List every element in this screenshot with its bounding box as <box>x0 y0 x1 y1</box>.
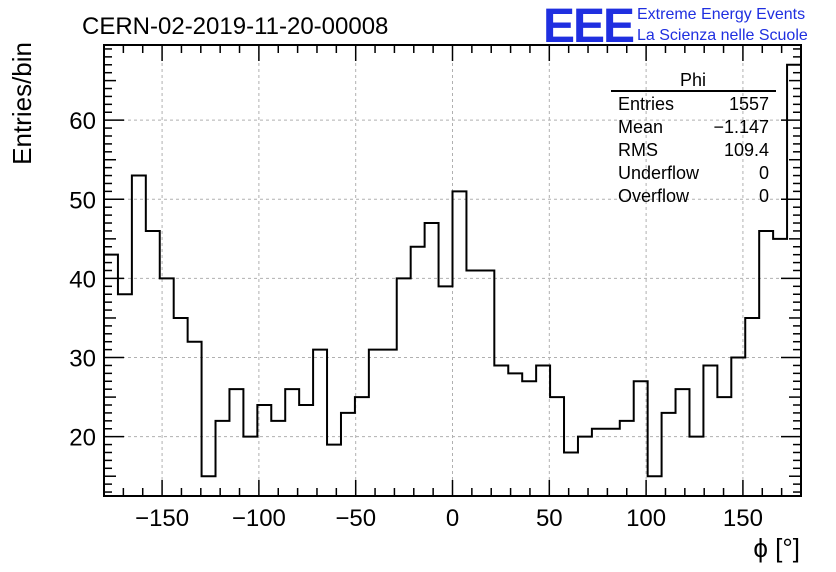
x-axis-label: ϕ [°] <box>753 533 800 563</box>
stats-row-value: 109.4 <box>724 140 769 160</box>
stats-row-value: 0 <box>759 163 769 183</box>
stats-row-label: Overflow <box>618 186 690 206</box>
x-tick-label: 150 <box>723 505 763 532</box>
histogram-line <box>103 63 802 496</box>
logo-line-2: La Scienza nelle Scuole <box>637 27 808 44</box>
axis-tick-labels: −150 −100 −50 0 50 100 150 20 30 40 50 60 <box>69 108 763 532</box>
x-tick-label: −50 <box>335 505 376 532</box>
y-tick-label: 40 <box>69 266 96 293</box>
stats-title: Phi <box>680 70 706 90</box>
logo-mark: EEE <box>543 0 634 53</box>
stats-row-label: RMS <box>618 140 658 160</box>
stats-rows: Entries 1557 Mean −1.147 RMS 109.4 Underflow 0 O… <box>618 94 769 206</box>
y-tick-label: 60 <box>69 108 96 135</box>
stats-row-value: −1.147 <box>713 117 769 137</box>
y-tick-label: 20 <box>69 425 96 452</box>
stats-row-value: 0 <box>759 186 769 206</box>
x-tick-label: −100 <box>232 505 286 532</box>
y-axis-label: Entries/bin <box>7 42 37 165</box>
x-tick-label: 100 <box>626 505 666 532</box>
stats-row-label: Underflow <box>618 163 700 183</box>
logo-line-1: Extreme Energy Events <box>637 6 805 23</box>
stats-box: Phi Entries 1557 Mean −1.147 RMS 109.4 Underfl… <box>611 70 776 206</box>
chart-title: CERN-02-2019-11-20-00008 <box>82 13 388 40</box>
x-tick-label: −150 <box>135 505 189 532</box>
stats-row-label: Mean <box>618 117 663 137</box>
axis-ticks <box>103 45 802 496</box>
x-tick-label: 0 <box>446 505 459 532</box>
stats-row-value: 1557 <box>729 94 769 114</box>
x-tick-label: 50 <box>536 505 563 532</box>
y-tick-label: 30 <box>69 346 96 373</box>
eee-logo: EEE Extreme Energy Events La Scienza nel… <box>543 0 808 53</box>
y-tick-label: 50 <box>69 187 96 214</box>
stats-row-label: Entries <box>618 94 674 114</box>
